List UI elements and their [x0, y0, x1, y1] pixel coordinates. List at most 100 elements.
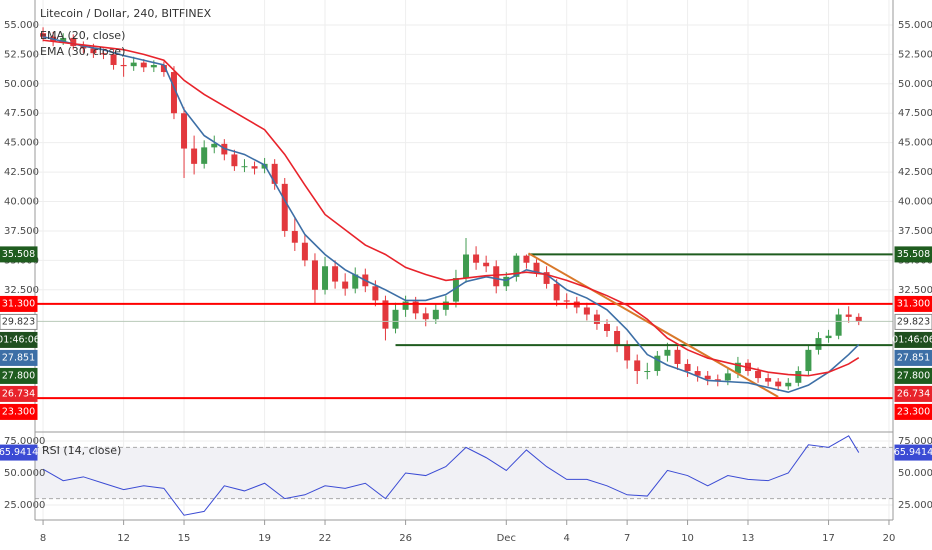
candle-body [181, 113, 188, 149]
price-label: 35.508 [2, 249, 35, 260]
y-tick-label: 50.000 [4, 79, 39, 90]
y-tick-label: 25.0000 [4, 500, 45, 511]
y-tick-label: 52.500 [898, 49, 932, 60]
candle-body [412, 301, 419, 314]
y-tick-label: 50.000 [898, 79, 932, 90]
x-tick-label: 10 [681, 533, 694, 544]
candle-body [160, 64, 167, 73]
candle-body [322, 266, 329, 290]
candle-body [442, 301, 449, 310]
y-tick-label: 40.000 [4, 197, 39, 208]
x-tick-label: 12 [117, 533, 130, 544]
price-label-box [0, 313, 38, 330]
candle-body [392, 309, 399, 329]
candle-body [825, 335, 832, 339]
candle-body [724, 373, 731, 381]
candle-body [452, 278, 459, 302]
candle-body [382, 300, 389, 329]
price-label: 26.734 [897, 388, 930, 399]
candle-body [100, 53, 107, 55]
candle-body [402, 301, 409, 310]
candle-body [755, 371, 762, 379]
candle-body [110, 54, 117, 65]
candle-body [835, 314, 842, 336]
y-tick-label: 37.500 [4, 226, 39, 237]
price-label: 29.823 [897, 316, 930, 327]
candle-body [40, 33, 47, 37]
x-tick-label: 22 [319, 533, 332, 544]
candle-body [664, 349, 671, 356]
y-tick-label: 45.000 [4, 138, 39, 149]
price-label: 23.300 [897, 406, 930, 417]
candle-body [281, 183, 288, 231]
x-tick-label: 26 [399, 533, 412, 544]
candle-body [191, 148, 198, 164]
y-tick-label: 75.0000 [4, 436, 45, 447]
x-tick-label: 19 [258, 533, 271, 544]
y-tick-label: 52.500 [4, 49, 39, 60]
candle-body [845, 314, 852, 317]
x-tick-label: 17 [822, 533, 835, 544]
candle-body [271, 163, 278, 184]
candle-body [60, 37, 67, 42]
candle-body [795, 371, 802, 383]
x-tick-label: 13 [742, 533, 755, 544]
candle-body [150, 64, 157, 68]
candle-body [80, 46, 87, 49]
candle-body [654, 355, 661, 372]
y-tick-label: 40.000 [898, 197, 932, 208]
candle-body [120, 64, 127, 67]
y-tick-label: 47.500 [898, 108, 932, 119]
y-tick-label: 47.500 [4, 108, 39, 119]
plot [35, 27, 893, 516]
y-tick-label: 37.500 [898, 226, 932, 237]
x-tick-label: 15 [178, 533, 191, 544]
price-label-box [0, 246, 38, 263]
candle-body [805, 349, 812, 372]
legend-entry: EMA (30, close) [40, 45, 125, 58]
candle-body [201, 147, 208, 164]
legend-entry: EMA (20, close) [40, 29, 125, 42]
price-label-box [0, 403, 38, 420]
candle-body [130, 62, 137, 67]
y-tick-label: 55.000 [898, 20, 932, 31]
price-label-box [894, 295, 932, 312]
candle-body [583, 307, 590, 315]
price-label: 27.851 [897, 352, 930, 363]
candle-body [352, 274, 359, 289]
candle-body [170, 72, 177, 114]
candle-body [523, 255, 530, 263]
price-label-box [894, 403, 932, 420]
y-tick-label: 50.0000 [898, 468, 932, 479]
candle-body [90, 48, 97, 54]
candle-body [483, 262, 490, 267]
legend-entry: RSI (14, close) [42, 444, 121, 457]
price-label-box [0, 367, 38, 384]
x-tick-label: 20 [883, 533, 896, 544]
x-tick-label: Dec [497, 533, 516, 544]
y-tick-label: 42.500 [898, 167, 932, 178]
price-label: 27.851 [2, 352, 35, 363]
candle-body [714, 379, 721, 381]
y-tick-label: 45.000 [898, 138, 932, 149]
price-label-box [894, 444, 932, 461]
series-line [42, 435, 860, 516]
candle-body [513, 255, 520, 277]
y-tick-label: 75.0000 [898, 436, 932, 447]
series-line [42, 39, 860, 377]
price-label: 27.800 [897, 370, 930, 381]
candle-body [493, 266, 500, 287]
candle-body [684, 363, 691, 372]
candle-body [624, 345, 631, 361]
price-label-box [0, 444, 38, 461]
candle-body [140, 62, 147, 68]
x-tick-label: 8 [40, 533, 46, 544]
chart-title: Litecoin / Dollar, 240, BITFINEX [40, 7, 212, 20]
candle-body [291, 230, 298, 243]
candle-body [251, 166, 258, 169]
price-label-box [894, 349, 932, 366]
x-tick-label: 7 [624, 533, 630, 544]
candle-body [855, 316, 862, 322]
candle-body [311, 260, 318, 290]
